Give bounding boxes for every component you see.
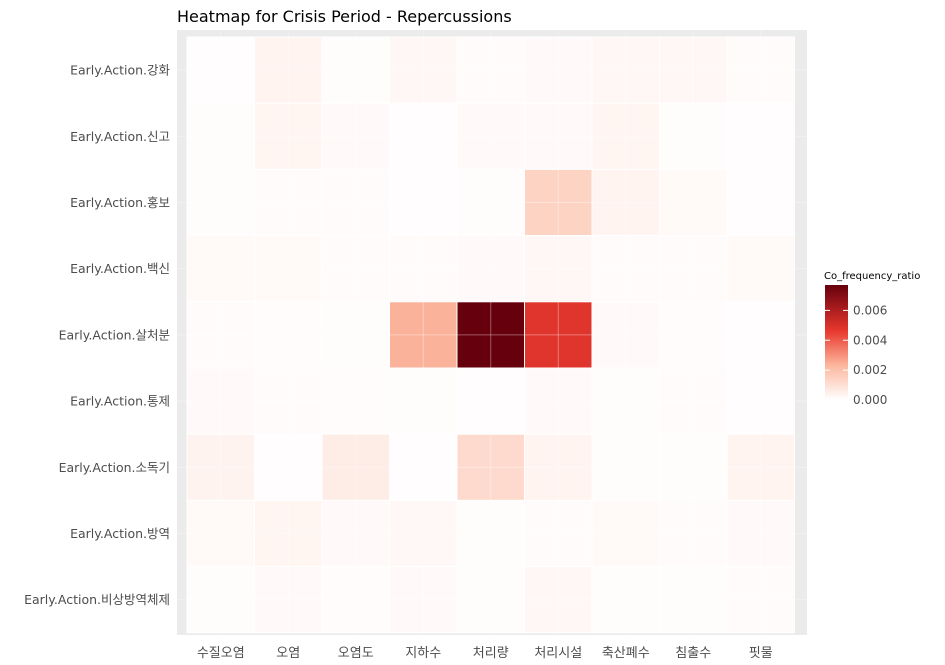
y-tick-label: Early.Action.통제 bbox=[70, 394, 170, 409]
heatmap-cell bbox=[456, 168, 525, 237]
heatmap-cell bbox=[389, 499, 458, 568]
heatmap-cell bbox=[659, 102, 728, 170]
heatmap-cell bbox=[591, 102, 660, 170]
heatmap-cell bbox=[186, 433, 255, 501]
heatmap-cell bbox=[659, 566, 728, 634]
heatmap-cell bbox=[591, 367, 660, 435]
heatmap-cell bbox=[456, 301, 525, 369]
x-tick-label: 처리량 bbox=[473, 646, 509, 661]
heatmap-cell bbox=[591, 168, 660, 237]
legend-colorbar bbox=[825, 285, 848, 400]
legend-tick-label: 0.006 bbox=[853, 303, 887, 317]
grid-lines bbox=[177, 30, 807, 635]
heatmap-cell bbox=[186, 499, 255, 568]
heatmap-cell bbox=[659, 301, 728, 369]
y-tick-label: Early.Action.홍보 bbox=[70, 195, 170, 210]
legend: Co_frequency_ratio 0.000 0.002 0.004 0.006 bbox=[824, 271, 920, 407]
heatmap-cell bbox=[726, 235, 795, 303]
heatmap-cell bbox=[456, 367, 525, 435]
x-tick-label: 수질오염 bbox=[197, 646, 245, 661]
heatmap-cell bbox=[254, 433, 323, 501]
y-axis-labels: Early.Action.강화 Early.Action.신고 Early.Acti… bbox=[24, 63, 170, 608]
heatmap-cell bbox=[591, 566, 660, 634]
heatmap-cell bbox=[524, 566, 593, 634]
heatmap-cells bbox=[186, 36, 795, 634]
heatmap-cell bbox=[321, 235, 390, 303]
x-tick-label: 핏물 bbox=[749, 646, 773, 661]
heatmap-cell bbox=[524, 367, 593, 435]
heatmap-cell bbox=[321, 36, 390, 104]
heatmap-cell bbox=[186, 367, 255, 435]
y-tick-label: Early.Action.소독기 bbox=[59, 460, 170, 475]
heatmap-cell bbox=[186, 102, 255, 170]
heatmap-cell bbox=[456, 102, 525, 170]
heatmap-cell bbox=[389, 235, 458, 303]
heatmap-cell bbox=[524, 102, 593, 170]
heatmap-cell bbox=[254, 367, 323, 435]
heatmap-cell bbox=[321, 102, 390, 170]
heatmap-cell bbox=[726, 367, 795, 435]
legend-title: Co_frequency_ratio bbox=[824, 271, 920, 282]
heatmap-cell bbox=[321, 168, 390, 237]
heatmap-cell bbox=[456, 499, 525, 568]
y-tick-label: Early.Action.비상방역체제 bbox=[24, 592, 170, 607]
x-tick-label: 오염 bbox=[276, 646, 300, 661]
heatmap-cell bbox=[389, 102, 458, 170]
heatmap-cell bbox=[726, 36, 795, 104]
heatmap-cell bbox=[659, 36, 728, 104]
heatmap-cell bbox=[524, 168, 593, 237]
x-tick-label: 오염도 bbox=[338, 646, 374, 661]
x-axis-labels: 수질오염 오염 오염도 지하수 처리량 처리시설 축산폐수 침출수 핏물 bbox=[197, 646, 773, 661]
heatmap-cell bbox=[321, 301, 390, 369]
heatmap-cell bbox=[524, 433, 593, 501]
heatmap-cell bbox=[456, 433, 525, 501]
heatmap-cell bbox=[254, 499, 323, 568]
heatmap-cell bbox=[389, 566, 458, 634]
heatmap-cell bbox=[659, 168, 728, 237]
heatmap-cell bbox=[659, 433, 728, 501]
heatmap-cell bbox=[591, 301, 660, 369]
y-tick-label: Early.Action.살처분 bbox=[59, 327, 170, 342]
legend-ticks: 0.000 0.002 0.004 0.006 bbox=[825, 303, 887, 407]
heatmap-cell bbox=[726, 102, 795, 170]
y-tick-label: Early.Action.백신 bbox=[70, 261, 170, 276]
heatmap-cell bbox=[726, 499, 795, 568]
heatmap-cell bbox=[186, 168, 255, 237]
heatmap-cell bbox=[254, 235, 323, 303]
heatmap-cell bbox=[456, 566, 525, 634]
heatmap-cell bbox=[186, 566, 255, 634]
heatmap-cell bbox=[186, 36, 255, 104]
heatmap-cell bbox=[726, 433, 795, 501]
heatmap-cell bbox=[321, 367, 390, 435]
heatmap-cell bbox=[591, 36, 660, 104]
chart-title: Heatmap for Crisis Period - Repercussion… bbox=[177, 7, 512, 26]
legend-tick-label: 0.004 bbox=[853, 333, 887, 347]
x-tick-label: 처리시설 bbox=[534, 646, 582, 661]
heatmap-cell bbox=[659, 235, 728, 303]
y-tick-label: Early.Action.신고 bbox=[70, 129, 170, 144]
heatmap-cell bbox=[726, 168, 795, 237]
legend-tick-label: 0.000 bbox=[853, 393, 887, 407]
heatmap-cell bbox=[389, 433, 458, 501]
heatmap-cell bbox=[254, 301, 323, 369]
x-tick-label: 지하수 bbox=[405, 646, 441, 661]
heatmap-cell bbox=[389, 367, 458, 435]
x-tick-label: 축산폐수 bbox=[602, 646, 650, 661]
x-tick-label: 침출수 bbox=[675, 646, 711, 661]
heatmap-cell bbox=[254, 168, 323, 237]
heatmap-cell bbox=[524, 499, 593, 568]
heatmap-cell bbox=[726, 566, 795, 634]
legend-tick-label: 0.002 bbox=[853, 363, 887, 377]
heatmap-cell bbox=[389, 168, 458, 237]
heatmap-cell bbox=[726, 301, 795, 369]
heatmap-cell bbox=[254, 36, 323, 104]
y-tick-label: Early.Action.방역 bbox=[70, 526, 170, 541]
y-tick-label: Early.Action.강화 bbox=[70, 63, 170, 78]
